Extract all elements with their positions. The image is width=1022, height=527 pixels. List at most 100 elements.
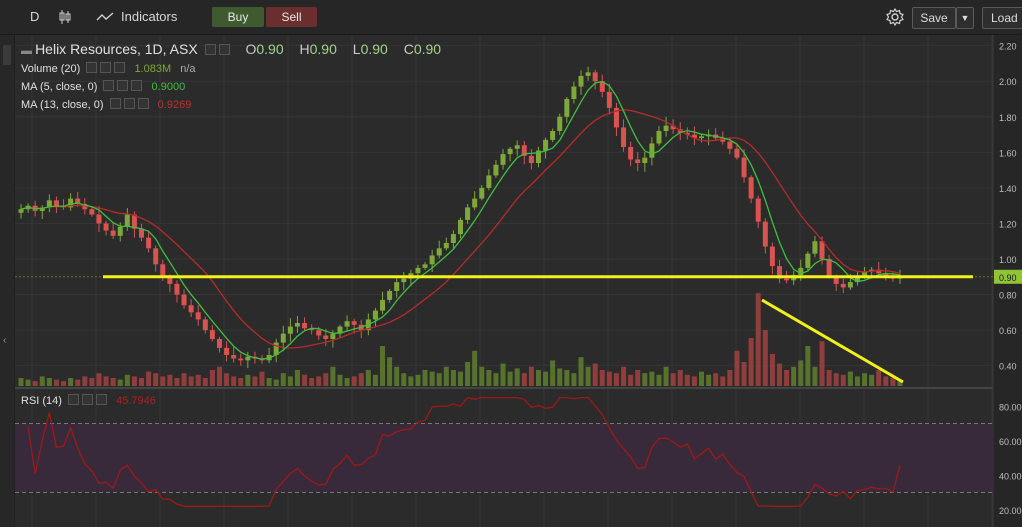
candle-body [784, 278, 790, 281]
candle-body [372, 310, 378, 320]
load-button[interactable]: Load ▼ [982, 7, 1022, 29]
candle-body [876, 269, 882, 274]
volume-bar [486, 370, 492, 386]
candle-body [75, 198, 81, 204]
candle-body [174, 283, 180, 295]
candle-style-icon[interactable] [58, 9, 72, 29]
indicators-icon[interactable] [96, 7, 114, 27]
candle-body [68, 198, 74, 208]
volume-bar [224, 373, 230, 386]
ma5-line [20, 80, 901, 360]
volume-bar [287, 376, 293, 386]
candle-body [202, 319, 208, 331]
price-chart[interactable]: 2.20 2.00 1.80 1.60 1.40 1.20 1.00 0.80 0.60 0.40… [15, 35, 1022, 527]
candle-body [131, 214, 137, 229]
close-icon[interactable] [114, 62, 126, 73]
volume-bar [826, 370, 832, 386]
volume-bar [507, 371, 513, 386]
settings-icon[interactable] [117, 80, 129, 91]
settings-gear-icon[interactable] [885, 7, 905, 27]
candle-body [720, 138, 726, 142]
ohlc-values: O0.90 H0.90 L0.90 C0.90 [245, 41, 442, 57]
volume-bar [117, 379, 123, 386]
volume-bar [557, 368, 563, 386]
candle-body [606, 91, 612, 108]
volume-bar [869, 374, 875, 386]
sell-button[interactable]: Sell [266, 7, 317, 27]
volume-bar [776, 363, 782, 386]
volume-bar [649, 371, 655, 386]
candle-body [599, 81, 605, 92]
rsi-axis-tick-label: 60.00 [999, 437, 1022, 447]
candle-body [160, 264, 166, 277]
volume-bar [380, 346, 386, 386]
volume-bar [337, 374, 343, 386]
candle-body [323, 335, 329, 339]
candle-body [727, 141, 733, 149]
volume-bar [429, 371, 435, 386]
eye-icon[interactable] [68, 394, 80, 405]
price-axis-tick-label: 1.60 [999, 148, 1017, 158]
eye-icon[interactable] [86, 62, 98, 73]
volume-bar [727, 370, 733, 386]
volume-bar [266, 378, 272, 386]
volume-bar [500, 363, 506, 386]
candle-body [209, 330, 215, 339]
candle-body [443, 243, 449, 249]
volume-bar [131, 376, 137, 386]
eye-icon[interactable] [204, 44, 216, 55]
volume-bar [365, 370, 371, 386]
eye-icon[interactable] [103, 80, 115, 91]
rsi-legend: RSI (14) 45.7946 [21, 394, 156, 407]
eye-icon[interactable] [109, 98, 121, 109]
candle-body [769, 246, 775, 267]
settings-icon[interactable] [218, 44, 230, 55]
candle-body [146, 237, 152, 249]
candle-body [479, 187, 485, 199]
save-button[interactable]: Save [912, 7, 956, 29]
volume-bar [294, 370, 300, 386]
settings-icon[interactable] [82, 394, 94, 405]
crosshair-tool-icon[interactable] [3, 45, 11, 65]
volume-ma-value: n/a [180, 63, 196, 75]
close-icon[interactable] [131, 80, 143, 91]
ma5-value: 0.9000 [151, 81, 186, 93]
volume-bar [408, 376, 414, 386]
volume-bar [528, 366, 534, 386]
volume-bar [422, 370, 428, 386]
save-dropdown-chevron-down-icon[interactable]: ▼ [956, 7, 974, 29]
candle-body [188, 305, 194, 313]
volume-bar [812, 366, 818, 386]
price-axis-tick-label: 0.80 [999, 291, 1017, 301]
volume-bar [450, 370, 456, 386]
volume-bar [323, 373, 329, 386]
candle-body [330, 333, 336, 339]
close-icon[interactable] [96, 394, 108, 405]
price-axis-tick-label: 1.40 [999, 184, 1017, 194]
settings-icon[interactable] [123, 98, 135, 109]
candle-body [18, 209, 24, 213]
volume-bar [394, 366, 400, 386]
buy-button[interactable]: Buy [212, 7, 264, 27]
candle-body [592, 72, 598, 82]
settings-icon[interactable] [100, 62, 112, 73]
volume-bar [167, 374, 173, 386]
volume-bar [443, 366, 449, 386]
close-icon[interactable] [137, 98, 149, 109]
candle-body [195, 312, 201, 320]
current-price-label: 0.90 [999, 273, 1017, 283]
candle-body [238, 358, 244, 361]
candle-body [670, 125, 676, 130]
candle-body [316, 330, 322, 336]
collapse-legend-icon[interactable]: ▬ [21, 45, 36, 57]
collapse-chevron-icon[interactable]: ‹ [3, 335, 7, 346]
indicators-button[interactable]: Indicators [121, 9, 178, 24]
volume-bar [259, 371, 265, 386]
drawing-tools-sidebar: ‹ [0, 35, 15, 527]
volume-bar [748, 338, 754, 386]
volume-bar [202, 378, 208, 386]
volume-bar [684, 374, 690, 386]
interval-selector[interactable]: D [30, 9, 40, 24]
volume-bar [68, 378, 74, 386]
candle-body [231, 355, 237, 359]
